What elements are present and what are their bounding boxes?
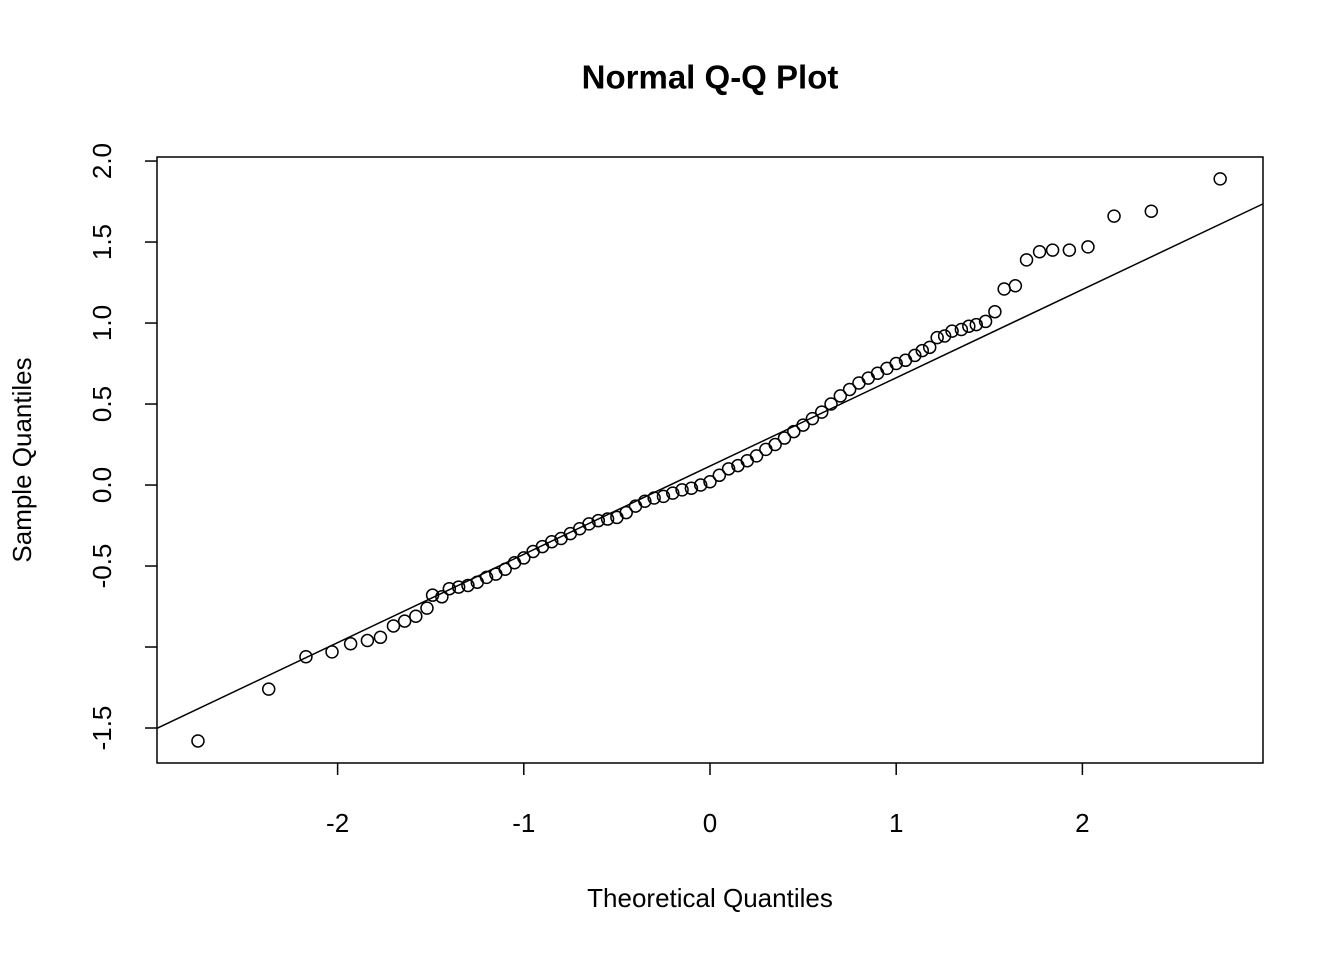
point — [461, 578, 475, 593]
point — [768, 437, 782, 452]
x-axis-label: Theoretical Quantiles — [587, 883, 833, 913]
point — [833, 389, 848, 403]
point — [619, 505, 633, 520]
point — [666, 486, 680, 500]
point — [591, 513, 606, 528]
point — [759, 442, 773, 457]
reference-line — [156, 203, 1264, 729]
point — [498, 562, 512, 577]
point — [675, 483, 689, 497]
point — [721, 462, 736, 476]
x-tick-label: 0 — [703, 808, 717, 838]
point — [930, 330, 944, 345]
point — [442, 581, 457, 596]
point — [684, 481, 699, 496]
point — [852, 376, 866, 390]
point — [988, 304, 1002, 319]
point — [954, 322, 969, 337]
y-tick-label: 2.0 — [87, 143, 117, 179]
x-tick-label: -2 — [326, 808, 349, 838]
point — [299, 649, 313, 664]
point — [1008, 279, 1023, 293]
point — [997, 282, 1011, 296]
point — [712, 468, 727, 483]
point — [880, 361, 894, 376]
point — [1045, 243, 1060, 257]
point — [544, 534, 559, 549]
point — [1107, 209, 1121, 223]
point — [870, 366, 885, 381]
point — [1019, 253, 1034, 267]
point — [922, 340, 937, 355]
point — [647, 491, 661, 505]
y-tick-label: -0.5 — [87, 544, 117, 589]
point — [261, 682, 276, 696]
point — [915, 343, 930, 358]
point — [656, 489, 671, 504]
point — [908, 348, 922, 363]
point — [824, 397, 838, 411]
point — [535, 539, 550, 554]
point — [1062, 243, 1077, 257]
point — [572, 522, 587, 536]
point — [842, 382, 857, 397]
point — [386, 619, 401, 633]
point — [397, 614, 412, 628]
point — [740, 453, 754, 468]
point — [600, 512, 615, 526]
point — [420, 601, 434, 615]
point — [978, 314, 993, 329]
point — [582, 517, 596, 531]
point — [638, 494, 652, 508]
x-tick-label: 1 — [889, 808, 903, 838]
y-tick-label: 0.5 — [87, 386, 117, 422]
point — [191, 734, 205, 748]
point — [373, 630, 388, 645]
point — [1032, 245, 1047, 259]
point — [937, 329, 952, 343]
point — [787, 424, 801, 439]
y-tick-label: 1.5 — [87, 224, 117, 260]
y-tick-label: 1.0 — [87, 305, 117, 341]
point — [1081, 240, 1095, 254]
point — [889, 356, 903, 371]
point — [360, 633, 375, 648]
point — [1213, 172, 1227, 186]
point — [693, 478, 708, 492]
x-tick-label: 2 — [1075, 808, 1089, 838]
point — [962, 319, 976, 334]
point — [749, 449, 764, 463]
point — [777, 431, 792, 445]
point — [796, 418, 810, 432]
y-axis-label: Sample Quantiles — [7, 357, 37, 562]
point — [703, 475, 717, 489]
point — [343, 637, 358, 651]
x-tick-label: -1 — [512, 808, 535, 838]
point — [1144, 204, 1159, 219]
y-tick-label: 0.0 — [87, 467, 117, 503]
plot-frame — [156, 156, 1264, 764]
point — [805, 411, 820, 426]
point — [814, 405, 829, 419]
point — [479, 570, 494, 585]
point — [861, 371, 876, 385]
point — [409, 609, 423, 623]
point — [517, 551, 531, 565]
point — [425, 588, 440, 602]
point — [945, 324, 959, 338]
y-tick-label: -1.5 — [87, 706, 117, 751]
point — [969, 317, 984, 332]
chart-title: Normal Q-Q Plot — [582, 59, 839, 96]
point — [325, 645, 339, 659]
point — [451, 580, 466, 594]
point — [435, 590, 449, 604]
